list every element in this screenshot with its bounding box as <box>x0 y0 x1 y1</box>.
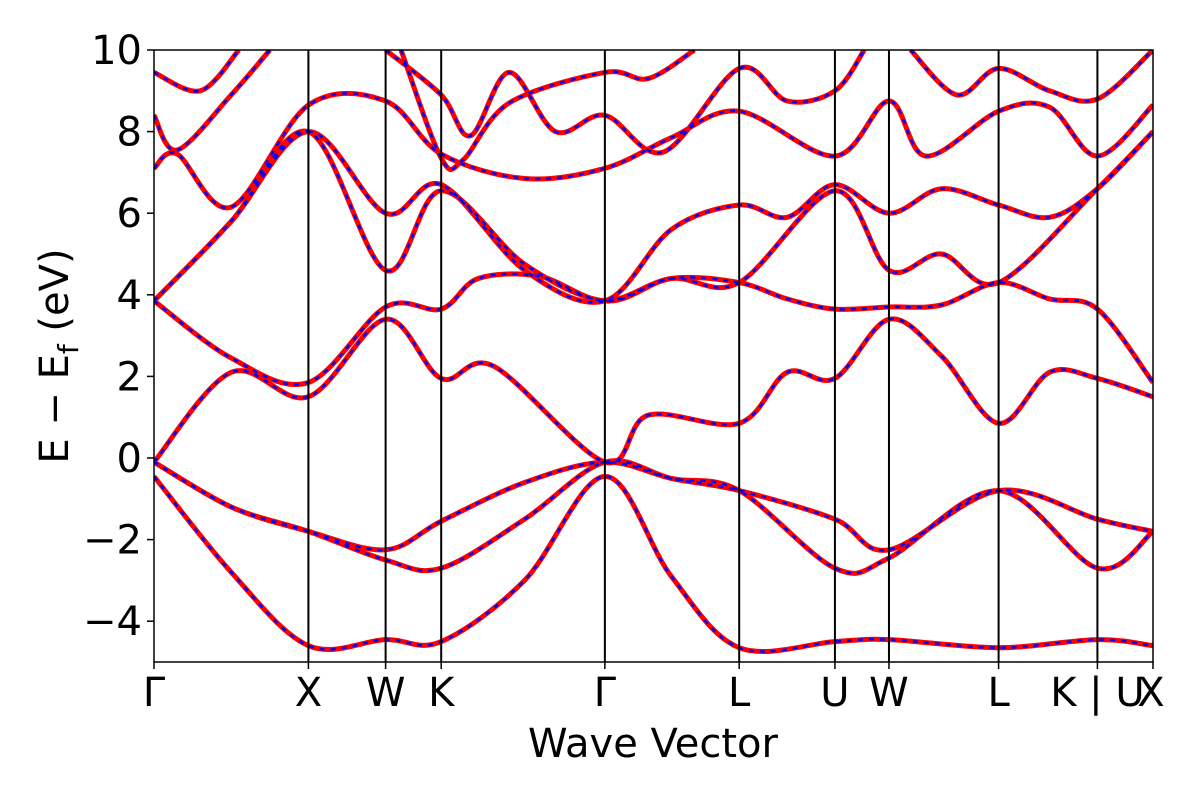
dft-band-line-4 <box>154 271 1153 388</box>
dft-band-line-0 <box>154 473 1153 655</box>
wannier-band-line-11 <box>399 50 696 171</box>
x-tick-label-2: W <box>366 670 406 716</box>
y-label-unit: (eV) <box>32 248 78 344</box>
wannier-band-line-8 <box>154 50 271 152</box>
dft-band-line-3 <box>154 316 1153 466</box>
x-tick-label-9: K | U <box>1050 670 1144 716</box>
x-tick-label-0: Γ <box>143 670 166 716</box>
wannier-bands <box>154 50 1153 653</box>
y-tick-label-0: 10 <box>91 28 142 74</box>
wannier-band-line-4 <box>154 272 1153 386</box>
y-tick-label-7: −4 <box>83 599 142 645</box>
wannier-band-line-2 <box>154 460 1153 552</box>
dft-band-line-6 <box>154 129 1153 305</box>
dft-band-line-9 <box>154 50 241 94</box>
high-symmetry-lines <box>307 50 1099 662</box>
y-tick-label-6: −2 <box>83 518 142 564</box>
y-axis-label: E − Ef (eV) <box>32 248 85 463</box>
dft-band-line-1 <box>154 458 1153 576</box>
dft-band-line-8 <box>154 50 272 153</box>
x-tick-label-1: X <box>295 670 322 716</box>
x-axis-label: Wave Vector <box>528 721 779 767</box>
dft-band-line-12 <box>908 50 1153 104</box>
x-tick-label-4: Γ <box>594 670 617 716</box>
dft-band-line-2 <box>154 459 1153 553</box>
wannier-band-line-3 <box>154 317 1153 465</box>
x-tick-label-3: K <box>428 670 456 716</box>
y-tick-label-3: 4 <box>117 273 142 319</box>
wannier-band-line-1 <box>154 459 1153 575</box>
wannier-band-line-5 <box>154 129 1153 303</box>
x-tick-label-8: L <box>987 670 1010 716</box>
y-tick-label-5: 0 <box>117 436 142 482</box>
wannier-band-line-0 <box>154 475 1153 653</box>
plot-frame <box>153 49 1154 663</box>
wannier-band-line-9 <box>154 50 240 93</box>
x-tick-label-6: U <box>820 670 849 716</box>
x-tick-label-10: X <box>1137 670 1164 716</box>
y-label-main: E − E <box>32 354 78 464</box>
y-tick-label-4: 2 <box>117 354 142 400</box>
wannier-band-line-12 <box>909 50 1153 103</box>
y-tick-label-1: 8 <box>117 110 142 156</box>
wannier-band-line-6 <box>154 130 1153 304</box>
y-tick-label-2: 6 <box>117 191 142 237</box>
y-label-subscript: f <box>52 343 85 354</box>
wannier-band-line-7 <box>154 92 1153 210</box>
x-tick-label-7: W <box>869 670 909 716</box>
dft-bands <box>154 50 1153 655</box>
y-axis-ticks: 10 8 6 4 2 0 −2 −4 <box>83 28 154 645</box>
dft-band-line-5 <box>154 128 1153 304</box>
x-tick-label-5: L <box>728 670 751 716</box>
